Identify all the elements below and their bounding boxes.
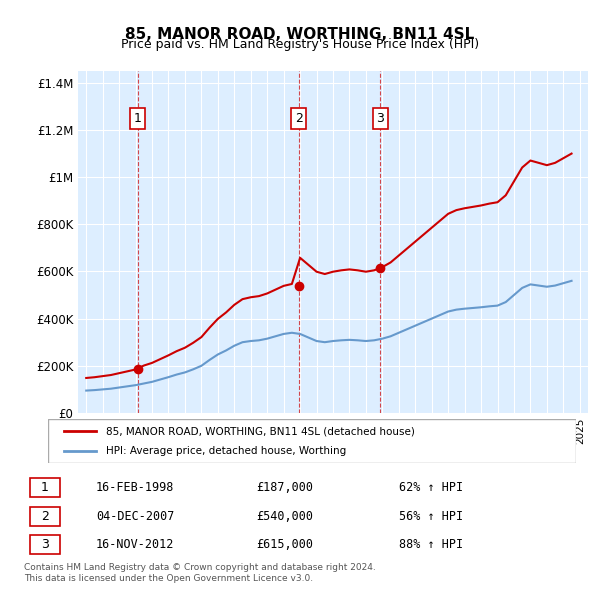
Text: 56% ↑ HPI: 56% ↑ HPI xyxy=(400,510,463,523)
Text: 85, MANOR ROAD, WORTHING, BN11 4SL: 85, MANOR ROAD, WORTHING, BN11 4SL xyxy=(125,27,475,41)
Text: Price paid vs. HM Land Registry's House Price Index (HPI): Price paid vs. HM Land Registry's House … xyxy=(121,38,479,51)
Text: 3: 3 xyxy=(376,112,385,125)
Text: 3: 3 xyxy=(41,538,49,551)
Text: 1: 1 xyxy=(41,481,49,494)
FancyBboxPatch shape xyxy=(29,478,60,497)
Text: 1: 1 xyxy=(134,112,142,125)
FancyBboxPatch shape xyxy=(29,507,60,526)
Text: £187,000: £187,000 xyxy=(256,481,313,494)
Text: £540,000: £540,000 xyxy=(256,510,313,523)
Text: 2: 2 xyxy=(295,112,303,125)
FancyBboxPatch shape xyxy=(48,419,576,463)
Text: 16-FEB-1998: 16-FEB-1998 xyxy=(96,481,174,494)
Text: 16-NOV-2012: 16-NOV-2012 xyxy=(96,538,174,551)
Text: 62% ↑ HPI: 62% ↑ HPI xyxy=(400,481,463,494)
FancyBboxPatch shape xyxy=(29,535,60,554)
Text: 2: 2 xyxy=(41,510,49,523)
Text: 85, MANOR ROAD, WORTHING, BN11 4SL (detached house): 85, MANOR ROAD, WORTHING, BN11 4SL (deta… xyxy=(106,427,415,436)
Text: Contains HM Land Registry data © Crown copyright and database right 2024.
This d: Contains HM Land Registry data © Crown c… xyxy=(24,563,376,583)
Text: HPI: Average price, detached house, Worthing: HPI: Average price, detached house, Wort… xyxy=(106,446,346,455)
Text: 88% ↑ HPI: 88% ↑ HPI xyxy=(400,538,463,551)
Text: £615,000: £615,000 xyxy=(256,538,313,551)
Text: 04-DEC-2007: 04-DEC-2007 xyxy=(96,510,174,523)
